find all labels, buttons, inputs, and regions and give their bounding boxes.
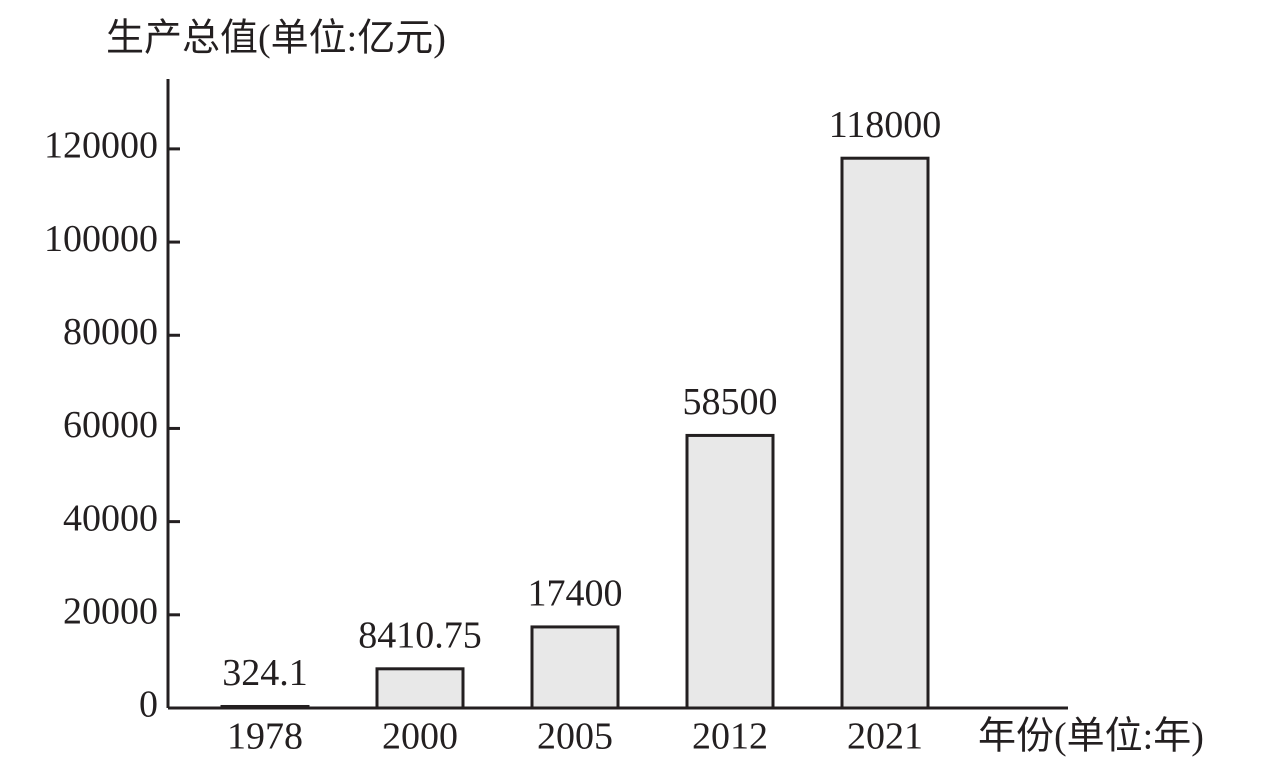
x-tick-label: 2021	[847, 716, 923, 758]
x-tick-label: 2005	[537, 716, 613, 758]
y-tick-label: 20000	[63, 591, 158, 633]
x-tick-label: 1978	[227, 716, 303, 758]
value-label: 58500	[683, 381, 778, 423]
value-label: 324.1	[222, 652, 308, 694]
y-tick-label: 0	[139, 684, 158, 726]
bar	[840, 156, 930, 710]
x-tick-label: 2012	[692, 716, 768, 758]
bar	[375, 667, 465, 710]
value-label: 8410.75	[358, 615, 482, 657]
x-axis-title: 年份(单位:年)	[978, 716, 1204, 758]
bar	[685, 433, 775, 710]
y-tick-label: 80000	[63, 311, 158, 353]
value-label: 118000	[829, 104, 942, 146]
y-tick-label: 120000	[44, 125, 158, 167]
bar	[530, 625, 620, 710]
y-tick-label: 100000	[44, 218, 158, 260]
y-axis-title: 生产总值(单位:亿元)	[106, 18, 446, 60]
bar	[220, 704, 310, 710]
value-label: 17400	[528, 573, 623, 615]
x-tick-label: 2000	[382, 716, 458, 758]
y-tick-label: 60000	[63, 404, 158, 446]
y-tick-label: 40000	[63, 497, 158, 539]
